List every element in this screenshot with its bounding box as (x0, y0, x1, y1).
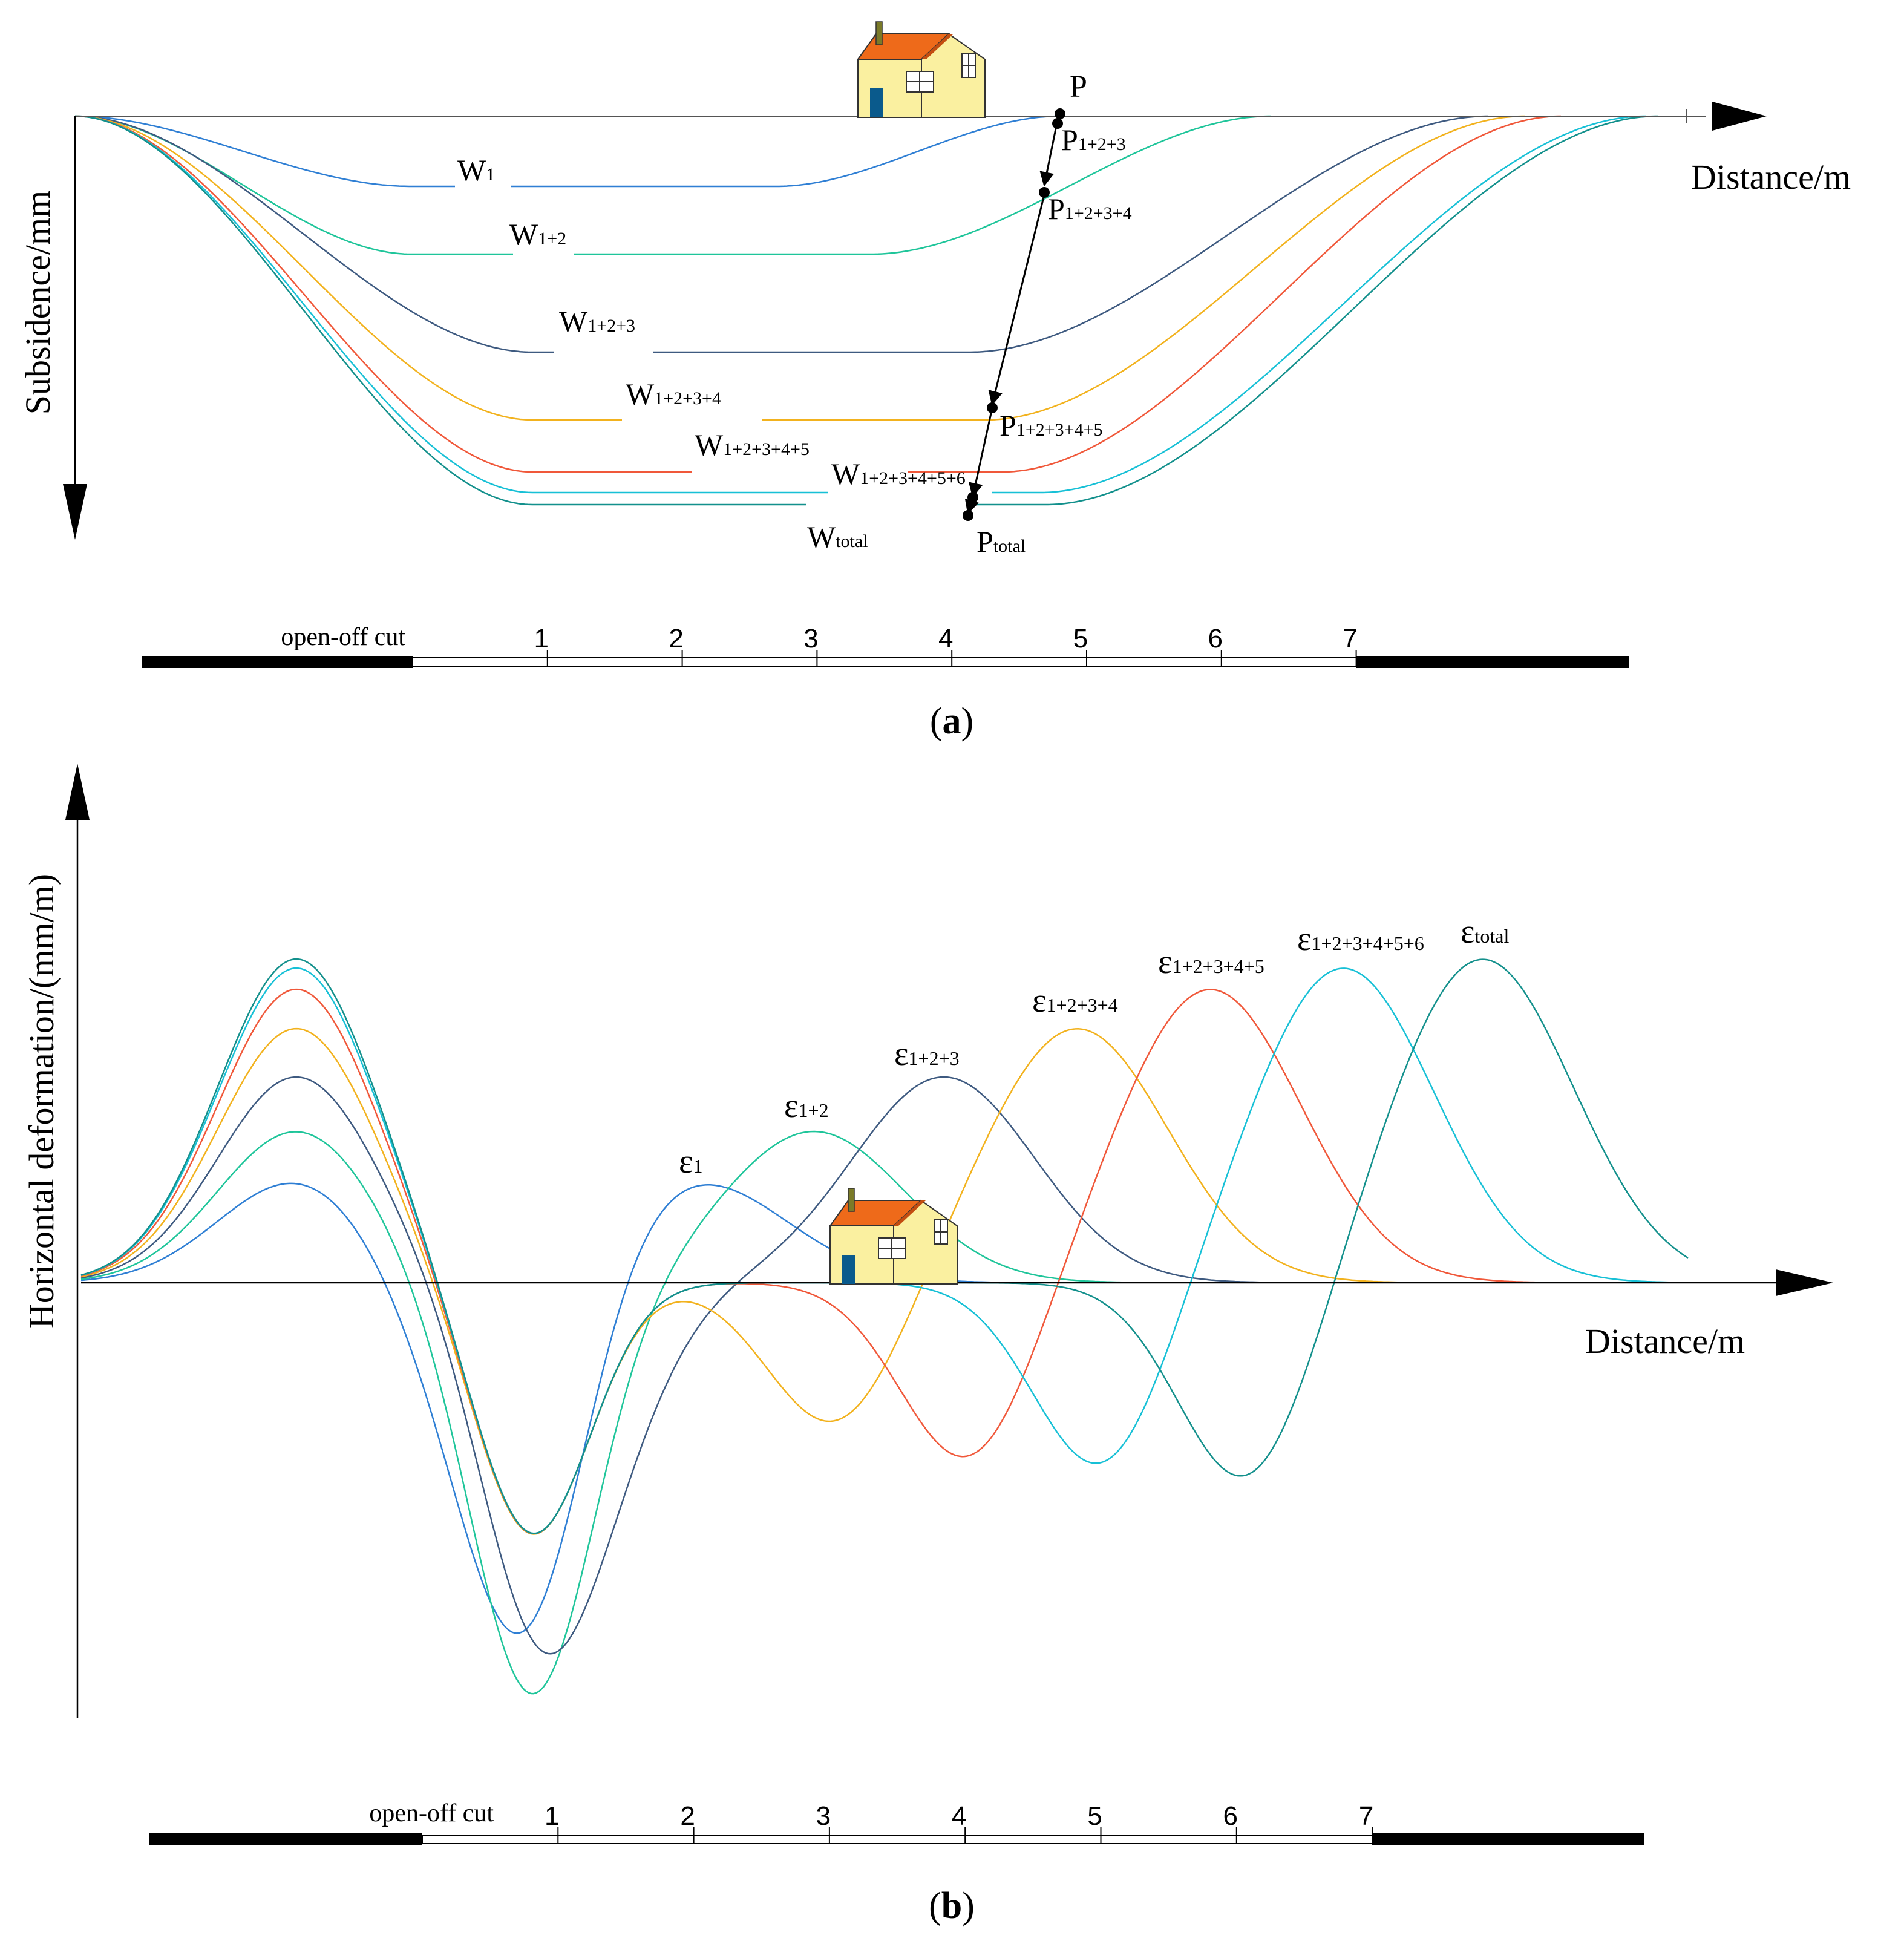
scale-tick-label-6: 6 (1208, 624, 1223, 653)
panel-b: Horizontal deformation/(mm/m) Distance/m… (22, 764, 1833, 1927)
a-x-axis-arrow-icon (1712, 102, 1767, 131)
label-e12345: ε1+2+3+4+5 (1158, 943, 1264, 981)
point-p123456 (967, 492, 978, 503)
point-p (1055, 108, 1065, 119)
label-w12345: W1+2+3+4+5 (695, 428, 810, 462)
deformation-curve-3 (80, 1076, 1270, 1655)
label-e1234: ε1+2+3+4 (1032, 982, 1118, 1020)
b-open-off-cut-label: open-off cut (369, 1799, 494, 1827)
label-ptotal: Ptotal (977, 525, 1026, 558)
point-p123 (1052, 118, 1063, 129)
subsidence-curve-4-b (762, 115, 1525, 421)
subsidence-curve-7-b (968, 115, 1658, 506)
point-ptotal (963, 510, 973, 521)
label-wtotal: Wtotal (807, 520, 868, 554)
caption-b: (b) (929, 1885, 975, 1927)
label-w1: W1 (457, 153, 495, 187)
house-icon (857, 21, 986, 118)
scale-tick-label-1: 1 (545, 1801, 559, 1831)
subsidence-curve-6-a (74, 115, 828, 494)
subsidence-curves (74, 115, 1658, 506)
a-y-axis-arrow-icon (63, 484, 87, 540)
label-w12: W1+2 (509, 217, 566, 251)
subsidence-curve-5-b (908, 115, 1561, 473)
label-e12: ε1+2 (784, 1087, 829, 1125)
scale-tick-label-4: 4 (952, 1801, 966, 1831)
deformation-curve-4 (80, 1027, 1410, 1535)
scale-tick-label-7: 7 (1359, 1801, 1373, 1831)
point-p-label: P (1070, 70, 1087, 104)
label-p12345: P1+2+3+4+5 (999, 408, 1103, 442)
scale-tick-label-7: 7 (1343, 624, 1357, 653)
p-trajectory (963, 108, 1065, 521)
a-scale-bar: open-off cut 1 2 3 4 5 6 7 (142, 623, 1629, 668)
caption-a: (a) (930, 701, 973, 742)
label-e123: ε1+2+3 (894, 1035, 960, 1073)
subsidence-curve-2-b (574, 115, 1271, 255)
label-etotal: εtotal (1461, 913, 1510, 951)
a-open-off-cut-label: open-off cut (281, 623, 405, 651)
label-w1234: W1+2+3+4 (626, 377, 721, 411)
scale-tick-label-1: 1 (534, 624, 549, 653)
scale-tick-label-2: 2 (680, 1801, 695, 1831)
subsidence-curve-6-b (992, 115, 1646, 494)
house-icon (829, 1188, 958, 1285)
panel-a: Subsidence/mm Distance/m P P1+2+3 P1+2+3… (18, 21, 1851, 742)
scale-tick-label-4: 4 (938, 624, 953, 653)
label-e1: ε1 (679, 1143, 703, 1180)
label-w123: W1+2+3 (559, 304, 635, 338)
point-p1234 (1039, 187, 1050, 198)
b-scale-bar: open-off cut 1 2 3 4 5 6 7 (149, 1799, 1644, 1845)
subsidence-curve-1-a (75, 115, 455, 188)
subsidence-curve-3-b (653, 115, 1488, 353)
deformation-curve-2 (80, 1130, 1144, 1695)
subsidence-curve-7-a (74, 115, 806, 506)
b-y-axis-arrow-icon (65, 764, 90, 820)
scale-tick-label-5: 5 (1087, 1801, 1102, 1831)
deformation-curves (80, 958, 1689, 1695)
point-p12345 (987, 402, 998, 413)
a-y-axis-label: Subsidence/mm (18, 191, 57, 415)
deformation-curve-5 (80, 988, 1560, 1535)
subsidence-curve-3-a (75, 115, 554, 353)
label-p123: P1+2+3 (1061, 123, 1126, 157)
b-x-axis-label: Distance/m (1585, 1321, 1745, 1361)
scale-tick-label-5: 5 (1073, 624, 1088, 653)
b-y-axis-label: Horizontal deformation/(mm/m) (22, 874, 61, 1329)
b-x-axis-arrow-icon (1776, 1269, 1833, 1296)
label-e123456: ε1+2+3+4+5+6 (1297, 920, 1424, 958)
subsidence-curve-4-a (75, 115, 622, 421)
subsidence-curve-1-b (511, 115, 1060, 188)
scale-tick-label-6: 6 (1223, 1801, 1238, 1831)
scale-tick-label-3: 3 (816, 1801, 831, 1831)
scale-tick-label-2: 2 (669, 624, 683, 653)
subsidence-curve-5-a (75, 115, 692, 473)
scale-tick-label-3: 3 (803, 624, 818, 653)
label-p1234: P1+2+3+4 (1048, 192, 1132, 226)
a-x-axis-label: Distance/m (1691, 157, 1851, 197)
label-w123456: W1+2+3+4+5+6 (831, 457, 966, 491)
